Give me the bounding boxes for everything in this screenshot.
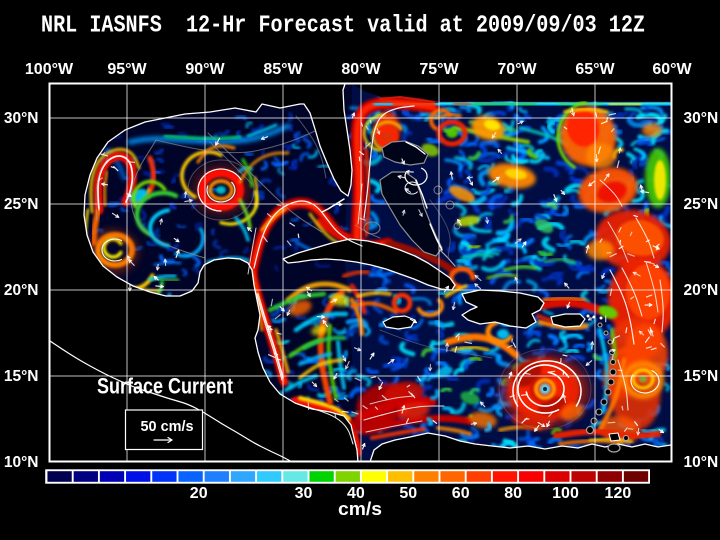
svg-text:cm/s: cm/s — [338, 499, 382, 519]
svg-text:15°N: 15°N — [684, 368, 719, 385]
svg-text:30°N: 30°N — [684, 110, 719, 127]
svg-text:70°W: 70°W — [497, 61, 537, 78]
svg-text:65°W: 65°W — [575, 61, 615, 78]
svg-text:10°N: 10°N — [684, 454, 719, 471]
svg-text:25°N: 25°N — [4, 196, 39, 213]
svg-text:75°W: 75°W — [419, 61, 459, 78]
svg-text:100°W: 100°W — [25, 61, 74, 78]
svg-text:10°N: 10°N — [4, 454, 39, 471]
svg-text:100: 100 — [552, 485, 579, 502]
svg-text:25°N: 25°N — [684, 196, 719, 213]
svg-text:60: 60 — [452, 485, 470, 502]
svg-text:80: 80 — [504, 485, 522, 502]
svg-text:40: 40 — [347, 485, 365, 502]
svg-text:20: 20 — [190, 485, 208, 502]
svg-text:20°N: 20°N — [684, 282, 719, 299]
svg-text:80°W: 80°W — [341, 61, 381, 78]
svg-text:NRL IASNFS 12-Hr Forecast val: NRL IASNFS 12-Hr Forecast valid at 2009/… — [41, 13, 645, 40]
svg-text:Surface Current: Surface Current — [97, 374, 234, 399]
svg-text:50 cm/s: 50 cm/s — [141, 419, 194, 435]
svg-text:85°W: 85°W — [263, 61, 303, 78]
svg-text:60°W: 60°W — [652, 61, 692, 78]
svg-text:95°W: 95°W — [107, 61, 147, 78]
svg-text:20°N: 20°N — [4, 282, 39, 299]
svg-text:15°N: 15°N — [4, 368, 39, 385]
svg-text:30: 30 — [295, 485, 313, 502]
svg-text:90°W: 90°W — [185, 61, 225, 78]
svg-text:120: 120 — [605, 485, 632, 502]
svg-text:30°N: 30°N — [4, 110, 39, 127]
svg-text:50: 50 — [399, 485, 417, 502]
